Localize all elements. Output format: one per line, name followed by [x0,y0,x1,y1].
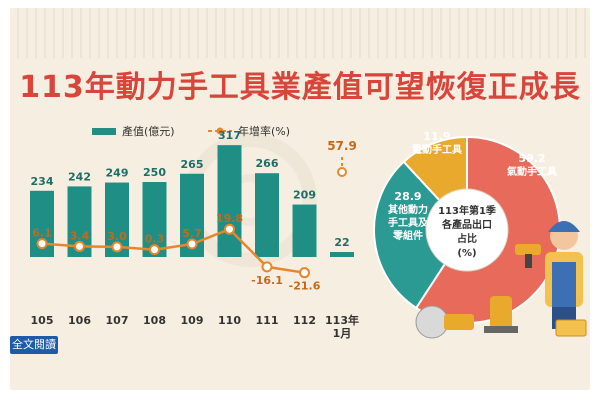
x-tick-label-7: 112 [293,314,316,327]
tools-illustration [415,296,587,339]
bar-value-label-2: 249 [106,167,129,180]
labels-layer: 234 242 249 250 265 317 266 209 22 6.1 3.4 3.0 0.3 5.… [31,129,357,293]
bar-value-label-3: 250 [143,166,166,179]
legend-bar-label: 產值(億元) [122,124,175,138]
growth-value-label-4: 5.7 [182,227,202,240]
bar-value-label-4: 265 [181,158,204,171]
bar-6 [255,173,279,257]
pie-label-1-2: 手工具及 [388,216,429,229]
growth-value-label-8: 57.9 [327,139,357,153]
growth-value-label-0: 6.1 [32,227,52,240]
x-tick-label-2: 107 [106,314,129,327]
drill-tool [515,244,541,255]
x-tick-label-4: 109 [181,314,204,327]
pie-slice-1 [373,160,469,310]
pie-label-1-3: 零組件 [392,229,423,242]
growth-point-8 [337,167,347,177]
pie-label-1-0: 28.9 [394,190,421,203]
growth-value-label-6: -16.1 [251,274,283,287]
pie-label-2-1: 電動手工具 [412,143,462,156]
pie-label-2-0: 11.9 [423,130,450,143]
growth-line-layer [36,157,347,279]
x-tick-label-6: 111 [256,314,279,327]
pie-label-1-1: 其他動力 [388,203,428,216]
gear-decoration-icon [183,133,317,267]
chart-legend: 產值(億元) 年增率(%) [92,124,290,138]
legend-line-label: 年增率(%) [238,124,290,138]
stripe-pattern [10,8,590,58]
legend-line-marker [216,127,224,135]
drill-handle [525,254,532,268]
growth-point-1 [74,240,85,252]
bar-value-label-6: 266 [256,157,279,170]
x-tick-label-8-0: 113年 [325,313,359,327]
growth-point-4 [186,238,198,250]
bar-value-label-8: 22 [334,236,349,249]
x-tick-label-3: 108 [143,314,166,327]
bar-value-label-5: 317 [218,129,241,142]
growth-value-label-7: -21.6 [289,280,321,293]
pie-center-line4: (%) [457,248,476,259]
bar-8 [330,252,354,257]
legend-bar-swatch [92,128,116,135]
read-full-text-button[interactable]: 全文閱讀 [10,336,58,354]
pie-center-line2: 各產品出口 [441,218,492,231]
pie-center-line3: 占比 [457,232,477,245]
pie-label-0-1: 氣動手工具 [507,165,557,178]
growth-point-3 [149,244,160,256]
pie-center-line1: 113年第1季 [438,204,497,217]
growth-point-7 [299,267,310,279]
x-tick-label-1: 106 [68,314,91,327]
toolbox [555,319,587,337]
growth-point-2 [111,241,123,253]
x-tick-label-8-1: 1月 [333,327,352,340]
router-body [490,296,512,330]
grinder-body [444,314,474,330]
worker-illustration [515,221,583,329]
page-title: 113年動力手工具業產值可望恢復正成長 [19,70,581,105]
worker-helmet [548,221,580,232]
growth-value-label-2: 3.0 [107,230,127,243]
growth-line [41,228,230,251]
bar-value-label-7: 209 [293,189,316,202]
bar-5 [217,145,242,257]
worker-overalls [552,262,576,307]
bar-value-label-1: 242 [68,170,91,183]
x-tick-label-5: 110 [218,314,241,327]
pie-center-disc [425,188,509,272]
growth-value-label-1: 3.4 [70,229,90,242]
router-base [484,326,518,333]
pie-label-0-0: 59.2 [518,152,545,165]
growth-point-6 [261,261,273,273]
growth-point-5 [224,223,235,235]
x-tick-label-0: 105 [31,314,54,327]
growth-value-label-5: 19.8 [216,212,243,225]
bar-value-label-0: 234 [31,175,54,188]
grinder-disc [415,305,449,339]
pie-center: 113年第1季 各產品出口 占比 (%) [425,188,509,272]
bar-7 [292,204,317,257]
growth-value-label-3: 0.3 [145,233,165,246]
growth-point-0 [36,238,48,250]
